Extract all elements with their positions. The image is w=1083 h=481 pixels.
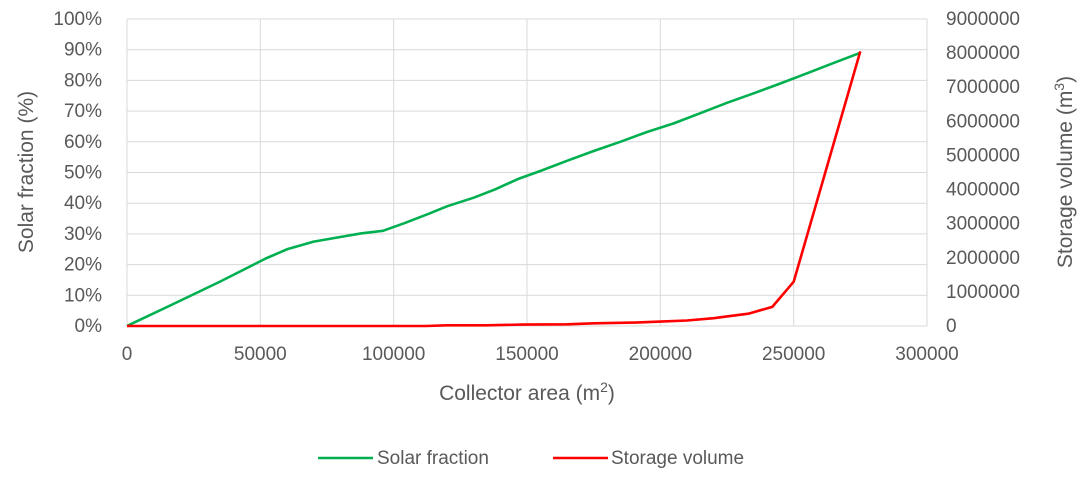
series-lines [126, 51, 862, 328]
x-axis-title-sup: 2 [600, 379, 608, 395]
series-line-storage-volume [127, 51, 862, 328]
axis-labels: 0% 10% 20% 30% 40% 50% 60% 70% 80% 90% 100% 0 100000… [15, 9, 1077, 405]
y2-tick-label: 8000000 [946, 43, 1020, 64]
y2-axis-title-end: ) [1054, 76, 1077, 83]
legend: Solar fraction Storage volume [318, 448, 744, 469]
y2-tick-label: 3000000 [946, 214, 1020, 235]
y1-tick-label: 100% [53, 9, 102, 30]
y1-tick-label: 70% [64, 101, 102, 122]
legend-label: Solar fraction [377, 448, 489, 469]
x-axis-title-main: Collector area (m [439, 382, 600, 405]
series-line-solar-fraction [126, 51, 861, 328]
y1-tick-label: 80% [64, 70, 102, 91]
y2-tick-label: 5000000 [946, 145, 1020, 166]
gridlines [127, 18, 928, 326]
y1-tick-label: 60% [64, 132, 102, 153]
y2-tick-label: 7000000 [946, 77, 1020, 98]
y2-tick-label: 6000000 [946, 111, 1020, 132]
y2-tick-label: 1000000 [946, 282, 1020, 303]
y1-tick-label: 30% [64, 224, 102, 245]
y1-tick-label: 20% [64, 255, 102, 276]
x-tick-label: 200000 [629, 344, 692, 365]
y2-tick-label: 0 [946, 316, 957, 337]
y1-tick-label: 40% [64, 193, 102, 214]
legend-item: Storage volume [553, 448, 744, 469]
x-axis-title: Collector area (m2) [439, 379, 615, 405]
y1-axis-title: Solar fraction (%) [15, 91, 38, 253]
y2-axis-title: Storage volume (m3) [1051, 76, 1077, 268]
y1-tick-label: 90% [64, 40, 102, 61]
legend-item: Solar fraction [318, 448, 489, 469]
x-tick-label: 0 [122, 344, 133, 365]
y1-tick-label: 10% [64, 285, 102, 306]
y2-axis-title-sup: 3 [1051, 83, 1067, 91]
y1-tick-label: 50% [64, 163, 102, 184]
x-tick-label: 100000 [362, 344, 425, 365]
y2-tick-label: 4000000 [946, 180, 1020, 201]
x-tick-label: 50000 [234, 344, 287, 365]
y2-tick-label: 2000000 [946, 248, 1020, 269]
y1-tick-label: 0% [75, 316, 103, 337]
x-axis-title-end: ) [608, 382, 615, 405]
y2-tick-label: 9000000 [946, 9, 1020, 30]
x-tick-label: 250000 [762, 344, 825, 365]
x-tick-label: 150000 [495, 344, 558, 365]
legend-label: Storage volume [611, 448, 744, 469]
y2-axis-title-main: Storage volume (m [1054, 91, 1077, 268]
x-tick-label: 300000 [895, 344, 958, 365]
